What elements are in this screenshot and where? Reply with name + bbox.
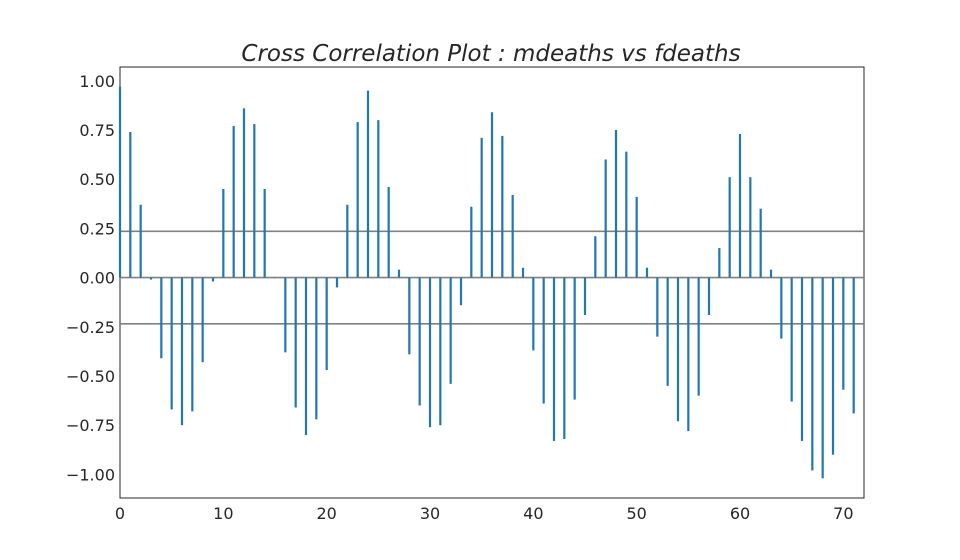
bar-lag-1 — [129, 131, 132, 278]
bar-lag-68 — [821, 277, 824, 479]
bar-lag-31 — [439, 277, 442, 426]
bar-lag-16 — [284, 277, 287, 353]
bar-lag-50 — [635, 196, 638, 278]
bar-lag-26 — [387, 187, 390, 278]
bar-lag-4 — [160, 277, 163, 359]
bar-lag-9 — [211, 277, 215, 282]
bar-lag-36 — [490, 112, 494, 278]
bar-lag-64 — [780, 277, 783, 339]
bar-lag-34 — [470, 206, 473, 278]
bar-lag-66 — [800, 277, 804, 441]
bars — [118, 86, 855, 479]
bar-lag-38 — [511, 194, 514, 278]
bar-lag-11 — [232, 126, 235, 278]
plot-frame — [119, 66, 865, 499]
bar-lag-53 — [666, 277, 669, 386]
y-tick-label: 0.25 — [79, 219, 115, 238]
bar-lag-2 — [139, 204, 142, 278]
x-tick-label: 40 — [523, 504, 543, 523]
bar-lag-28 — [408, 277, 411, 355]
bar-lag-39 — [521, 267, 525, 278]
y-tick-label: 0.00 — [79, 269, 115, 288]
bar-lag-29 — [418, 277, 421, 406]
bar-lag-69 — [831, 277, 835, 455]
bar-lag-51 — [645, 267, 649, 278]
bar-lag-8 — [201, 277, 204, 363]
chart-title: Cross Correlation Plot : mdeaths vs fdea… — [241, 41, 740, 67]
x-tick-label: 50 — [626, 504, 646, 523]
bar-lag-57 — [707, 277, 711, 315]
bar-lag-42 — [552, 277, 556, 441]
y-tick-label: −1.00 — [66, 465, 115, 484]
bar-lag-49 — [625, 151, 628, 278]
bar-lag-45 — [583, 277, 587, 315]
bar-lag-37 — [501, 135, 504, 278]
x-axis-ticks: 0 10 20 30 40 50 60 70 — [115, 504, 854, 523]
bar-lag-71 — [852, 277, 855, 414]
bar-lag-5 — [170, 277, 173, 410]
bar-lag-70 — [842, 277, 845, 390]
bar-lag-59 — [728, 177, 731, 278]
bar-lag-25 — [377, 120, 380, 278]
x-tick-label: 30 — [420, 504, 440, 523]
y-tick-label: −0.50 — [66, 367, 115, 386]
bar-lag-15 — [273, 277, 277, 279]
bar-lag-40 — [532, 277, 535, 351]
bar-lag-18 — [304, 277, 308, 436]
bar-lag-19 — [315, 277, 318, 420]
bar-lag-21 — [335, 277, 339, 288]
bar-lag-41 — [542, 277, 545, 404]
y-tick-label: −0.75 — [66, 416, 115, 435]
bar-lag-17 — [294, 277, 297, 408]
bar-lag-63 — [769, 269, 773, 278]
bar-lag-46 — [594, 236, 597, 278]
bar-lag-48 — [614, 129, 618, 278]
y-axis-ticks: 1.00 0.75 0.50 0.25 0.00 −0.25 −0.50 −0.75 −1.00 — [66, 72, 115, 485]
x-tick-label: 0 — [115, 504, 125, 523]
bar-lag-61 — [749, 177, 752, 278]
bar-lag-33 — [459, 277, 463, 306]
bar-lag-22 — [346, 204, 349, 278]
bar-lag-62 — [759, 208, 762, 278]
bar-lag-35 — [480, 137, 483, 278]
bar-lag-43 — [563, 277, 566, 439]
bar-lag-24 — [366, 90, 370, 278]
bar-lag-27 — [397, 269, 401, 278]
bar-lag-65 — [790, 277, 793, 402]
bar-lag-58 — [718, 248, 721, 278]
bar-lag-6 — [180, 277, 184, 426]
y-tick-label: 1.00 — [79, 72, 115, 91]
bar-lag-23 — [356, 122, 359, 278]
bar-lag-60 — [738, 133, 742, 278]
bar-lag-3 — [149, 277, 153, 280]
y-tick-label: 0.50 — [79, 170, 115, 189]
bar-lag-30 — [428, 277, 432, 428]
x-tick-label: 70 — [833, 504, 853, 523]
bar-lag-44 — [573, 277, 576, 400]
bar-lag-7 — [191, 277, 194, 412]
y-tick-label: 0.75 — [79, 121, 115, 140]
bar-lag-32 — [449, 277, 452, 384]
y-tick-label: −0.25 — [66, 318, 115, 337]
bar-lag-56 — [697, 277, 700, 396]
bar-lag-52 — [656, 277, 659, 337]
x-tick-label: 10 — [213, 504, 233, 523]
bar-lag-14 — [263, 189, 266, 278]
bar-lag-0 — [118, 86, 122, 278]
bar-lag-67 — [811, 277, 814, 471]
bar-lag-13 — [253, 124, 256, 278]
bar-lag-54 — [676, 277, 680, 422]
x-tick-label: 20 — [316, 504, 336, 523]
x-tick-label: 60 — [730, 504, 750, 523]
bar-lag-10 — [222, 189, 225, 278]
bar-lag-55 — [687, 277, 690, 432]
bar-lag-12 — [242, 108, 246, 278]
bar-lag-20 — [325, 277, 328, 371]
bar-lag-47 — [604, 159, 607, 278]
